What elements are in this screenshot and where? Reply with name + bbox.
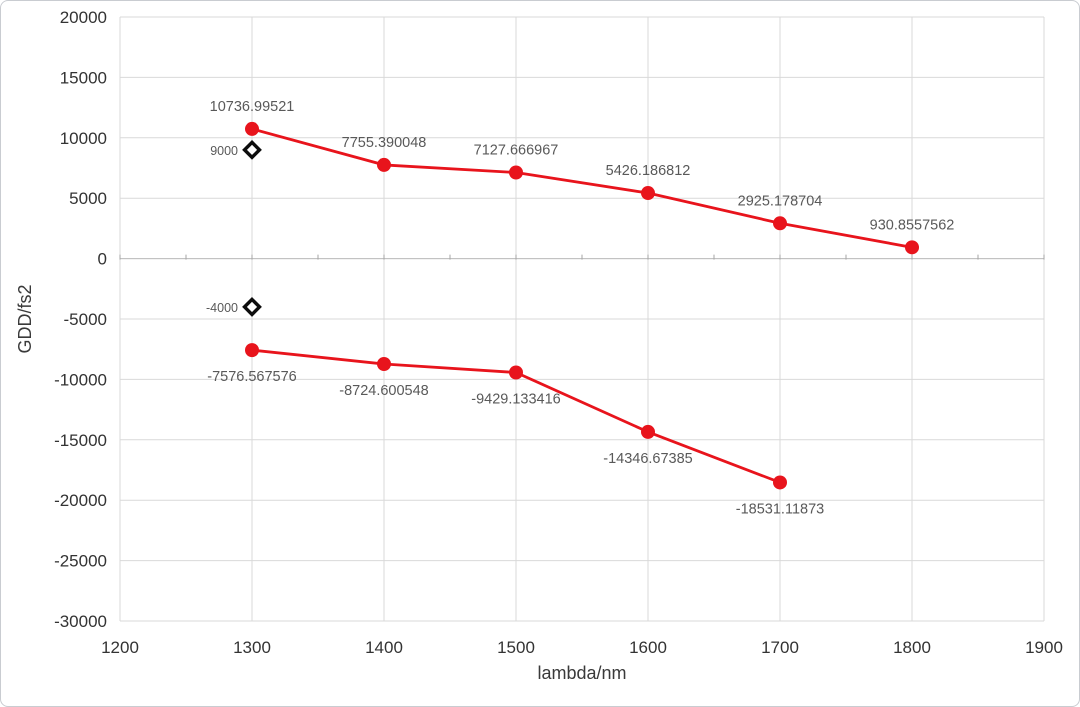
- data-label: 5426.186812: [606, 163, 691, 179]
- y-axis-title: GDD/fs2: [15, 284, 35, 354]
- data-label: -4000: [206, 301, 238, 315]
- data-label: 9000: [210, 144, 238, 158]
- data-label: -14346.67385: [603, 451, 693, 467]
- target-gdd-points-marker: [242, 297, 262, 317]
- gdd-positive-branch-line: [250, 127, 914, 249]
- x-tick-label: 1200: [101, 638, 139, 657]
- data-label: 930.8557562: [870, 217, 955, 233]
- data-label: -9429.133416: [471, 392, 561, 408]
- gdd-positive-branch-marker: [773, 216, 787, 231]
- x-axis-title: lambda/nm: [537, 663, 627, 683]
- x-tick-label: 1600: [629, 638, 667, 657]
- data-label: 7127.666967: [474, 142, 559, 158]
- y-tick-label: -15000: [54, 431, 107, 450]
- x-tick-label: 1700: [761, 638, 799, 657]
- y-tick-label: 10000: [60, 129, 107, 148]
- gdd-positive-branch-marker: [509, 165, 523, 180]
- gdd-positive-branch-marker: [905, 240, 919, 255]
- y-tick-label: -20000: [54, 491, 107, 510]
- x-tick-label: 1400: [365, 638, 403, 657]
- x-tick-label: 1800: [893, 638, 931, 657]
- gdd-negative-branch-marker: [773, 475, 787, 490]
- gdd-negative-branch-marker: [245, 343, 259, 358]
- y-tick-label: -25000: [54, 552, 107, 571]
- data-label: 2925.178704: [738, 193, 823, 209]
- y-tick-label: 15000: [60, 68, 107, 87]
- target-gdd-points-marker: [242, 139, 262, 160]
- y-tick-label: 5000: [69, 189, 107, 208]
- data-label: 7755.390048: [342, 135, 427, 151]
- gdd-positive-branch-marker: [641, 186, 655, 201]
- gdd-negative-branch-marker: [641, 424, 655, 439]
- data-label: -18531.11873: [736, 501, 824, 517]
- data-label: -8724.600548: [339, 383, 429, 399]
- x-tick-label: 1900: [1025, 638, 1063, 657]
- gdd-positive-branch-marker: [245, 121, 259, 136]
- y-tick-label: 0: [98, 250, 107, 269]
- y-tick-label: -5000: [64, 310, 107, 329]
- data-label: 10736.99521: [210, 99, 295, 115]
- gdd-positive-branch-marker: [377, 157, 391, 172]
- x-tick-label: 1500: [497, 638, 535, 657]
- data-label: -7576.567576: [207, 369, 297, 385]
- y-tick-label: -10000: [54, 370, 107, 389]
- y-tick-label: -30000: [54, 612, 107, 631]
- y-tick-label: 20000: [60, 8, 107, 27]
- gdd-negative-branch-marker: [509, 365, 523, 380]
- gdd-negative-branch-marker: [377, 356, 391, 371]
- x-tick-label: 1300: [233, 638, 271, 657]
